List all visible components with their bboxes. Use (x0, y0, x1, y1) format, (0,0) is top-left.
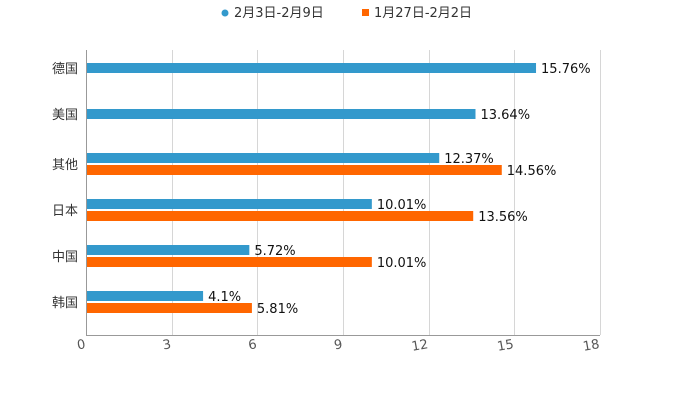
legend: 2月3日-2月9日 1月27日-2月2日 (221, 6, 472, 21)
data-label-1-2: 13.64% (480, 108, 530, 123)
category-label-6: 韩国 (52, 296, 78, 311)
category-label-2: 美国 (52, 108, 78, 123)
x-tick-label-18: 18 (582, 337, 601, 355)
bar-2-5[interactable] (86, 257, 372, 267)
data-label-1-1: 15.76% (541, 62, 591, 77)
category-label-5: 中国 (52, 250, 78, 265)
legend-label-2[interactable]: 1月27日-2月2日 (374, 6, 472, 21)
bar-2-6[interactable] (86, 303, 252, 313)
bar-2-4[interactable] (86, 211, 474, 221)
data-label-1-3: 12.37% (444, 152, 494, 167)
bar-1-1[interactable] (86, 63, 537, 73)
gridlines (86, 50, 601, 335)
bar-1-5[interactable] (86, 245, 250, 255)
data-label-2-5: 10.01% (377, 256, 427, 271)
data-label-2-4: 13.56% (478, 210, 528, 225)
x-tick-label-15: 15 (496, 337, 515, 355)
x-tick-label-0: 0 (76, 337, 87, 353)
x-tick-label-3: 3 (162, 337, 173, 353)
legend-marker-2[interactable] (362, 9, 369, 16)
data-label-1-5: 5.72% (254, 244, 295, 259)
category-label-3: 其他 (52, 158, 78, 173)
bar-1-6[interactable] (86, 291, 204, 301)
category-label-4: 日本 (52, 204, 78, 219)
x-tick-label-12: 12 (410, 337, 429, 355)
bar-1-2[interactable] (86, 109, 476, 119)
data-label-2-3: 14.56% (507, 164, 557, 179)
bar-2-3[interactable] (86, 165, 502, 175)
data-label-2-6: 5.81% (257, 302, 298, 317)
data-label-1-6: 4.1% (208, 290, 241, 305)
bars: 15.76% 13.64% 12.37% 14.56% 10.01% 13.56% 5.72… (86, 62, 591, 317)
x-tick-label-9: 9 (333, 337, 344, 353)
data-label-1-4: 10.01% (377, 198, 427, 213)
bar-1-4[interactable] (86, 199, 372, 209)
legend-label-1[interactable]: 2月3日-2月9日 (234, 6, 324, 21)
legend-marker-1[interactable] (221, 9, 229, 17)
category-label-1: 德国 (52, 62, 78, 77)
x-tick-label-6: 6 (247, 337, 258, 353)
bar-1-3[interactable] (86, 153, 440, 163)
